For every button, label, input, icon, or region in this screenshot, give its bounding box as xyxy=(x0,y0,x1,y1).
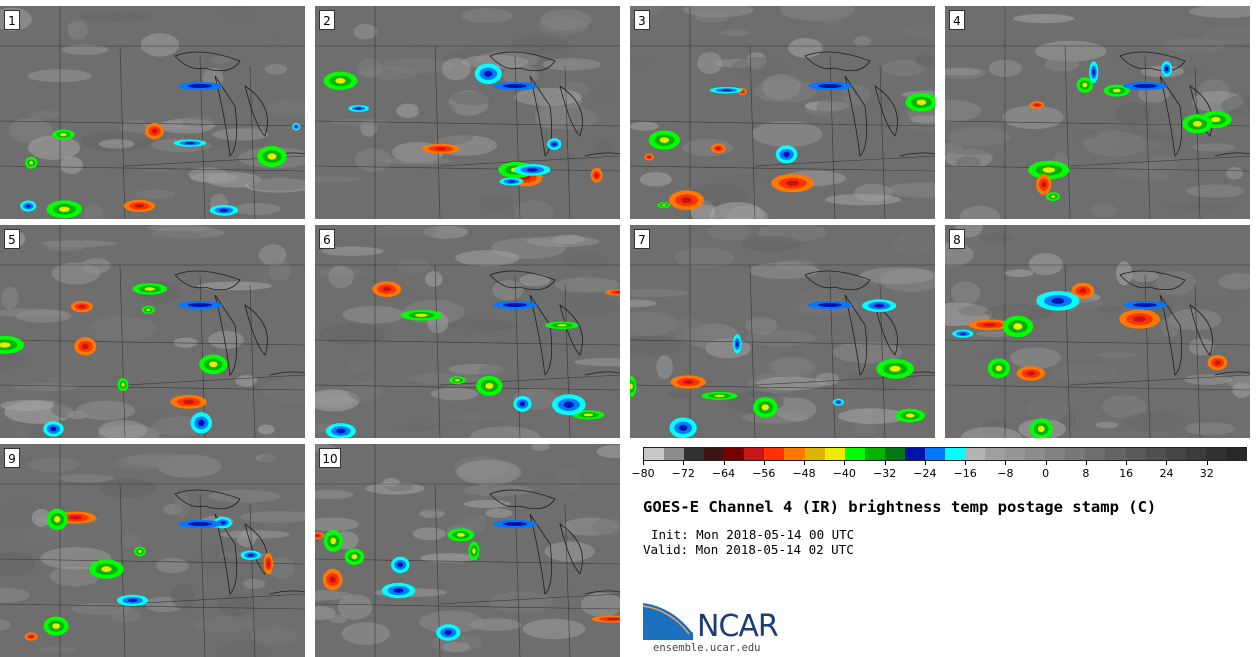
colorbar-swatch xyxy=(1225,448,1246,460)
colorbar-swatch xyxy=(644,448,665,460)
colorbar-tick xyxy=(1005,461,1007,465)
init-time: Init: Mon 2018-05-14 00 UTC xyxy=(651,527,855,542)
colorbar-swatch xyxy=(924,448,945,460)
colorbar-swatch xyxy=(985,448,1006,460)
panel-number: 7 xyxy=(634,229,650,249)
colorbar-swatch xyxy=(864,448,885,460)
colorbar-swatch xyxy=(1065,448,1086,460)
map-7 xyxy=(630,225,935,438)
colorbar-swatch xyxy=(884,448,905,460)
panel-number: 6 xyxy=(319,229,335,249)
map-1 xyxy=(0,6,305,219)
colorbar-tick-label: −16 xyxy=(953,467,977,480)
figure-title: GOES-E Channel 4 (IR) brightness temp po… xyxy=(643,498,1157,516)
colorbar-swatch xyxy=(1045,448,1066,460)
colorbar-swatch xyxy=(1205,448,1226,460)
colorbar-tick-label: 32 xyxy=(1199,467,1214,480)
map-2 xyxy=(315,6,620,219)
colorbar xyxy=(643,447,1247,461)
panel-number: 2 xyxy=(319,10,335,30)
colorbar-tick-label: 24 xyxy=(1159,467,1174,480)
colorbar-swatch xyxy=(764,448,785,460)
colorbar-tick-label: 8 xyxy=(1082,467,1090,480)
colorbar-swatch xyxy=(784,448,805,460)
colorbar-swatch xyxy=(684,448,705,460)
map-8 xyxy=(945,225,1250,438)
panel-3: 3 xyxy=(630,6,935,219)
colorbar-tick xyxy=(1085,461,1087,465)
map-9 xyxy=(0,444,305,657)
colorbar-tick xyxy=(683,461,685,465)
panel-number: 5 xyxy=(4,229,20,249)
colorbar-tick-label: −8 xyxy=(997,467,1014,480)
ncar-logo-text: NCAR xyxy=(697,609,779,644)
panel-4: 4 xyxy=(945,6,1250,219)
colorbar-tick xyxy=(763,461,765,465)
colorbar-tick-label: −48 xyxy=(792,467,816,480)
colorbar-tick-label: −24 xyxy=(913,467,937,480)
colorbar-swatch xyxy=(1005,448,1026,460)
ncar-logo-icon xyxy=(643,601,694,640)
panel-number: 8 xyxy=(949,229,965,249)
colorbar-tick-label: −56 xyxy=(752,467,776,480)
colorbar-tick xyxy=(844,461,846,465)
panel-6: 6 xyxy=(315,225,620,438)
panel-number: 1 xyxy=(4,10,20,30)
colorbar-tick xyxy=(1206,461,1208,465)
colorbar-tick xyxy=(965,461,967,465)
panel-number: 9 xyxy=(4,448,20,468)
colorbar-tick xyxy=(643,461,644,465)
colorbar-swatch xyxy=(1165,448,1186,460)
colorbar-swatch xyxy=(804,448,825,460)
colorbar-tick xyxy=(1045,461,1047,465)
colorbar-swatch xyxy=(1105,448,1126,460)
colorbar-swatch xyxy=(965,448,986,460)
colorbar-tick xyxy=(1126,461,1128,465)
valid-time: Valid: Mon 2018-05-14 02 UTC xyxy=(643,542,854,557)
panel-1: 1 xyxy=(0,6,305,219)
colorbar-swatch xyxy=(904,448,925,460)
colorbar-swatch xyxy=(1185,448,1206,460)
panel-number: 4 xyxy=(949,10,965,30)
colorbar-tick-label: −80 xyxy=(631,467,655,480)
map-3 xyxy=(630,6,935,219)
map-4 xyxy=(945,6,1250,219)
colorbar-swatch xyxy=(1085,448,1106,460)
colorbar-tick-label: 0 xyxy=(1042,467,1050,480)
colorbar-tick-label: −40 xyxy=(832,467,856,480)
colorbar-tick xyxy=(723,461,725,465)
colorbar-tick xyxy=(804,461,806,465)
colorbar-swatch xyxy=(724,448,745,460)
panel-9: 9 xyxy=(0,444,305,657)
colorbar-tick-label: −64 xyxy=(711,467,736,480)
colorbar-swatch xyxy=(824,448,845,460)
colorbar-swatch xyxy=(844,448,865,460)
panel-number: 3 xyxy=(634,10,650,30)
panel-5: 5 xyxy=(0,225,305,438)
colorbar-ticks: −80 −72 −64 −56 −48 −40 −32 −24 −16 −8 0 8 16 24 32 xyxy=(631,461,1247,481)
colorbar-tick-label: 16 xyxy=(1119,467,1134,480)
colorbar-swatch xyxy=(1025,448,1046,460)
colorbar-swatch xyxy=(1125,448,1146,460)
panel-2: 2 xyxy=(315,6,620,219)
colorbar-tick xyxy=(924,461,926,465)
colorbar-tick-label: −72 xyxy=(671,467,695,480)
site-url: ensemble.ucar.edu xyxy=(653,642,761,654)
colorbar-swatch xyxy=(944,448,965,460)
map-10 xyxy=(315,444,620,657)
colorbar-tick-label: −32 xyxy=(872,467,897,480)
colorbar-swatch xyxy=(1145,448,1166,460)
map-6 xyxy=(315,225,620,438)
colorbar-tick xyxy=(1166,461,1168,465)
colorbar-tick xyxy=(884,461,886,465)
panel-8: 8 xyxy=(945,225,1250,438)
colorbar-swatch xyxy=(744,448,765,460)
panel-7: 7 xyxy=(630,225,935,438)
map-5 xyxy=(0,225,305,438)
panel-number: 10 xyxy=(319,448,341,468)
colorbar-swatch xyxy=(704,448,725,460)
colorbar-swatch xyxy=(664,448,685,460)
panel-10: 10 xyxy=(315,444,620,657)
